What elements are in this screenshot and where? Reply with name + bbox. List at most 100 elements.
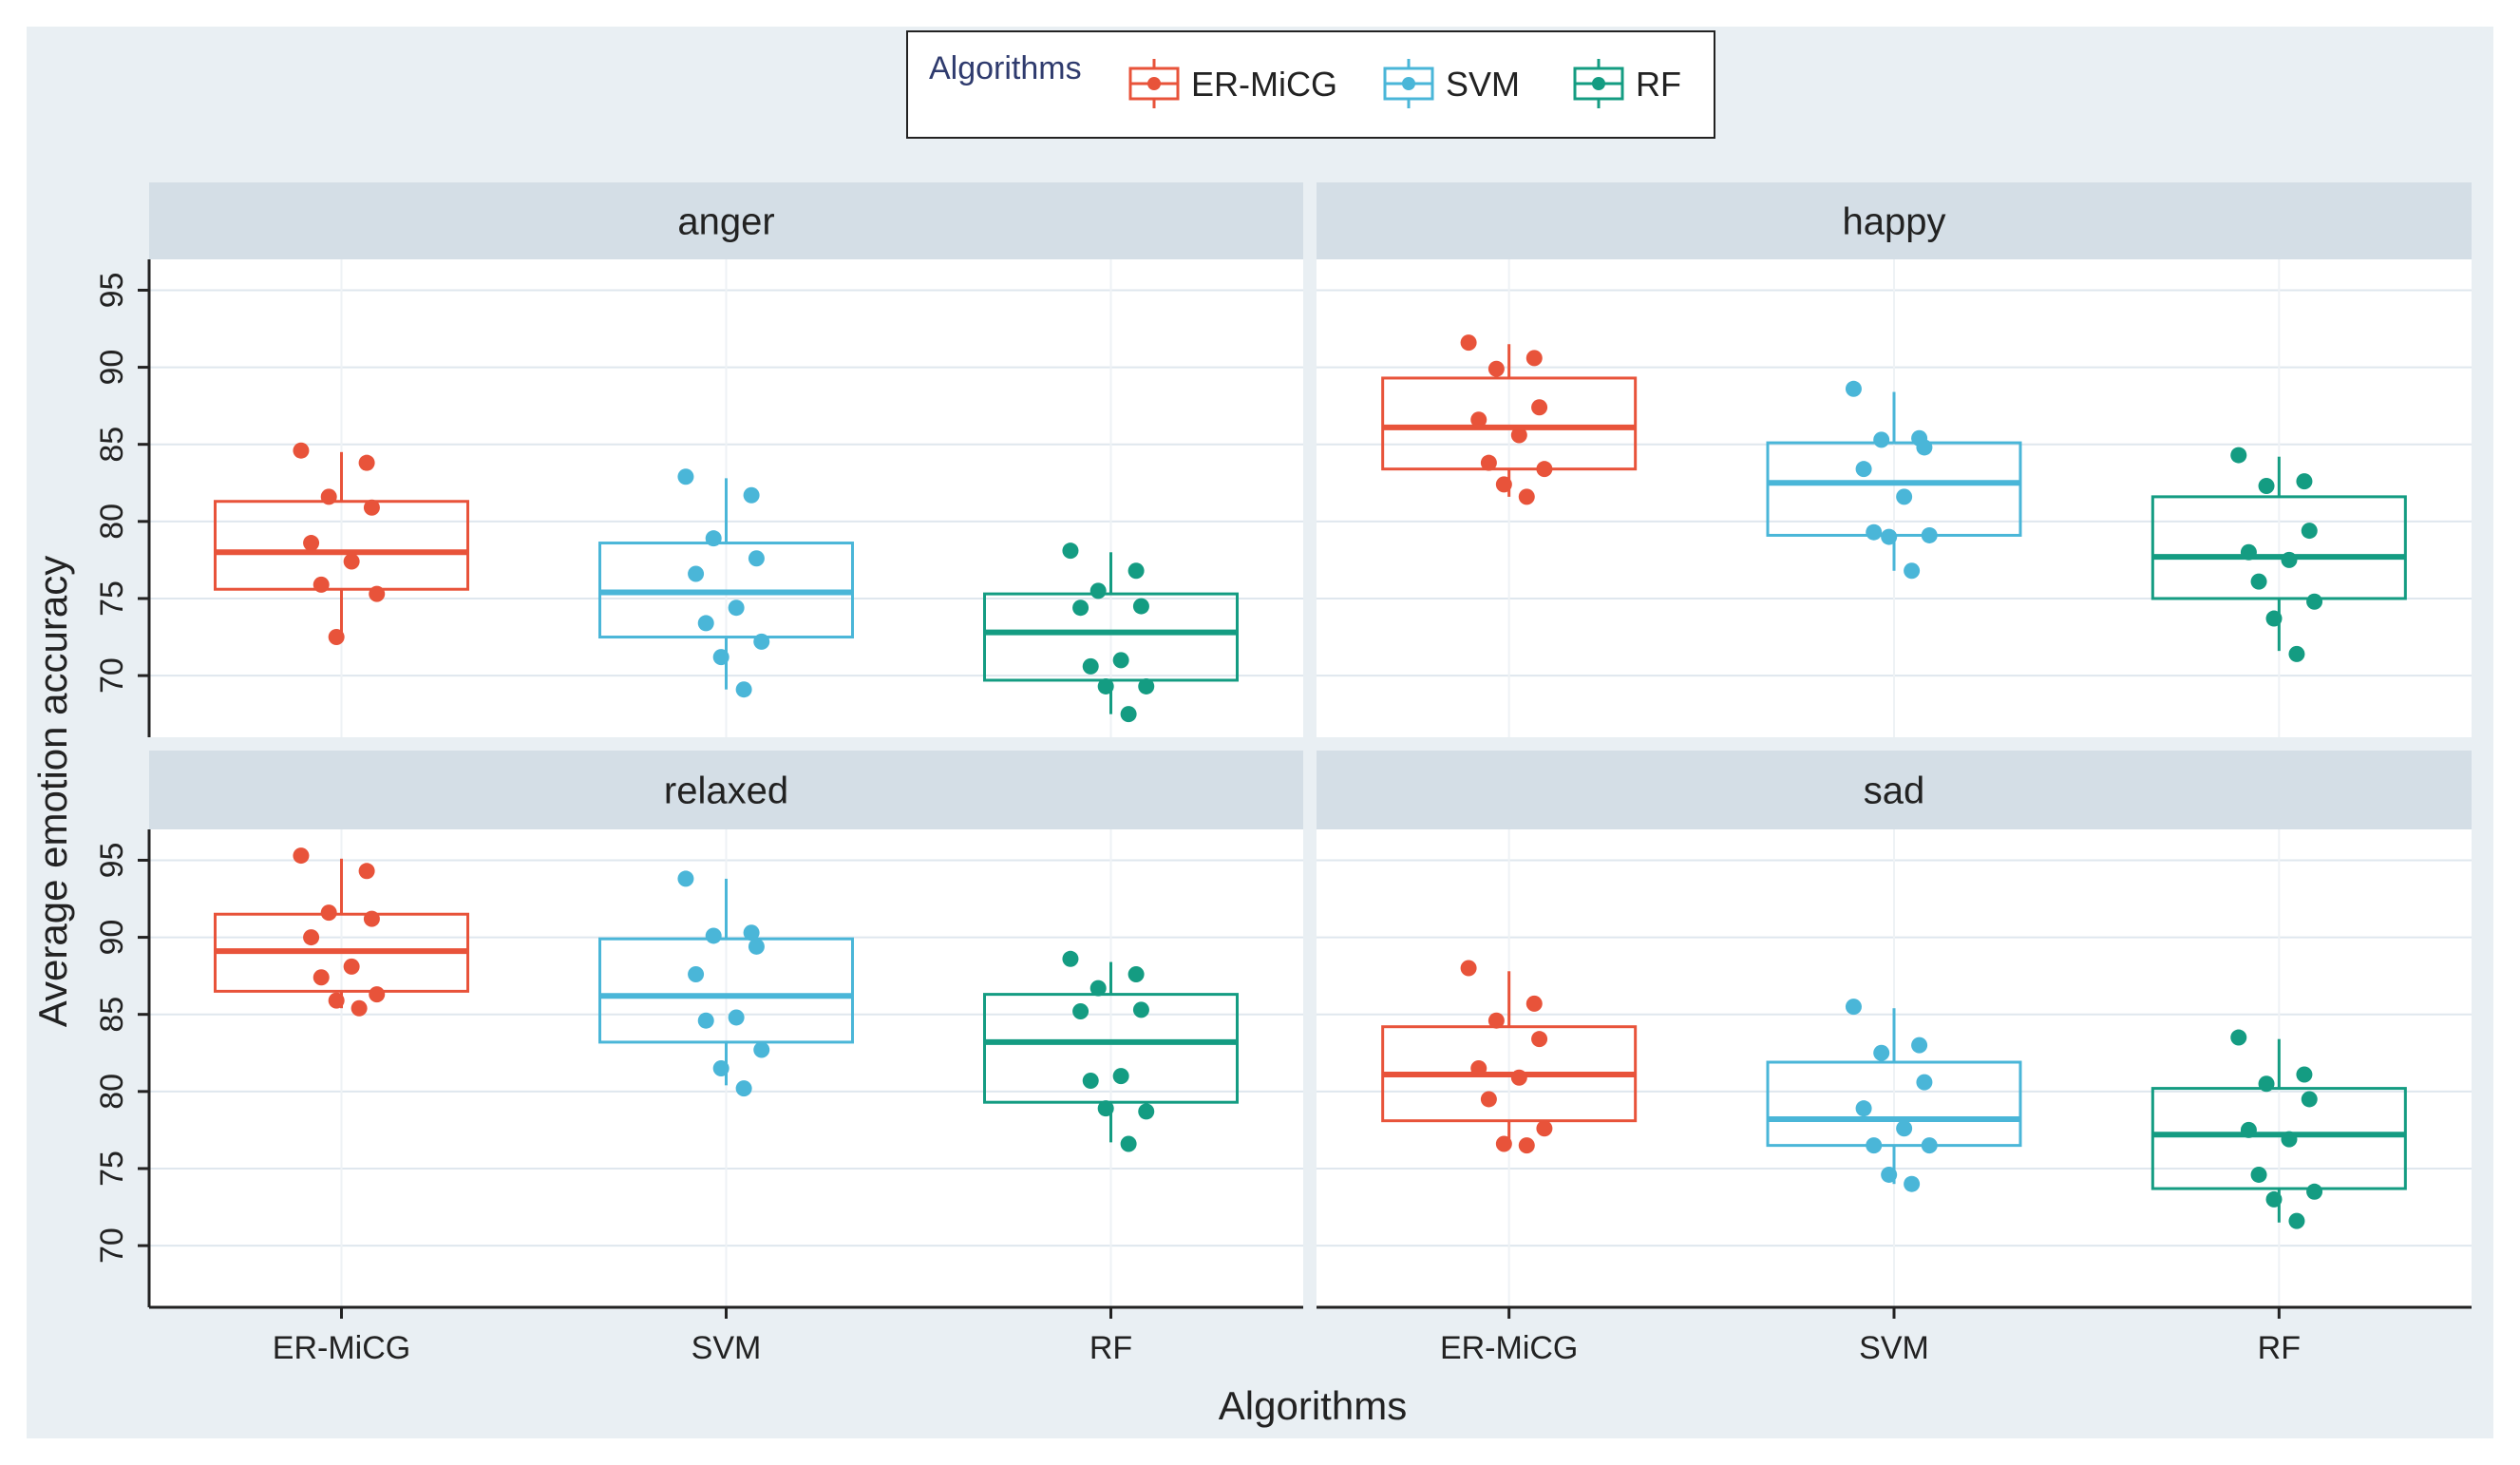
legend-entries: ER-MiCG SVM RF [1128,59,1681,108]
panel-strip-label: anger [677,201,774,243]
panel-anger: anger [149,182,1303,737]
data-point [303,929,320,946]
panel-strip-label: sad [1864,771,1925,812]
data-point [735,681,752,698]
y-tick-label: 75 [94,580,130,617]
data-point [1138,677,1155,694]
x-tick-label: ER-MiCG [273,1330,410,1366]
data-point [697,615,714,632]
data-point [1132,598,1149,615]
y-tick-label: 85 [94,427,130,463]
data-point [748,550,765,567]
data-point [1127,562,1145,580]
legend-label: SVM [1446,65,1520,104]
y-tick-label: 95 [94,273,130,309]
data-point [2288,645,2305,662]
legend-key-point [1592,77,1605,90]
x-tick-label: SVM [1859,1330,1929,1366]
data-point [1866,1137,1883,1154]
data-point [1916,1074,1933,1091]
data-point [1881,1166,1898,1183]
data-point [1518,1137,1535,1154]
box-SVM [1766,999,2022,1192]
data-point [1487,360,1505,377]
data-point [688,565,705,582]
data-point [2306,1183,2323,1200]
legend-label: RF [1636,65,1681,104]
data-point [728,599,745,617]
data-point [2265,1190,2283,1208]
data-point [1855,1100,1872,1117]
data-point [1089,980,1107,997]
y-tick-label: 80 [94,1074,130,1110]
data-point [358,863,375,880]
y-tick-label: 90 [94,350,130,386]
legend-entry-SVM: SVM [1383,59,1520,108]
data-point [1873,431,1890,448]
box-iqr [2151,1087,2407,1190]
data-point [1881,528,1898,545]
data-point [1531,399,1548,416]
y-tick-label: 95 [94,843,130,879]
data-point [2265,610,2283,627]
data-point [1480,1091,1497,1108]
data-point [712,1060,729,1076]
data-point [1132,1001,1149,1018]
data-point [363,910,380,927]
data-point [1112,1068,1129,1085]
data-point [1072,599,1089,617]
data-point [369,585,386,602]
data-point [313,576,330,593]
data-point [728,1009,745,1026]
data-point [1855,461,1872,478]
data-point [2306,593,2323,610]
data-point [1896,488,1913,505]
legend-entry-RF: RF [1573,59,1681,108]
data-point [753,1041,770,1058]
legend-key-point [1402,77,1415,90]
data-point [293,847,310,865]
data-point [1845,999,1862,1016]
data-point [1138,1103,1155,1120]
data-point [2281,551,2298,568]
data-point [2296,473,2313,490]
y-tick-label: 90 [94,920,130,956]
box-SVM [1766,380,2022,580]
legend-entry-ER-MiCG: ER-MiCG [1128,59,1337,108]
panel-strip [149,751,1303,829]
data-point [1531,1031,1548,1048]
panel-relaxed: relaxed [149,751,1303,1307]
data-point [1921,526,1938,543]
data-point [1097,1100,1114,1117]
data-point [328,629,345,646]
box-iqr [1381,376,1638,471]
data-point [2258,1075,2275,1093]
x-axis-title: Algorithms [1219,1383,1407,1428]
data-point [1518,488,1535,505]
legend: Algorithms ER-MiCG SVM RF [906,30,1715,139]
data-point [1127,966,1145,983]
y-tick-label: 70 [94,657,130,694]
data-point [743,486,760,504]
data-point [1460,334,1477,352]
data-point [712,649,729,666]
data-point [1120,1135,1137,1152]
y-tick-label: 75 [94,1151,130,1187]
data-point [677,870,694,887]
data-point [1072,1002,1089,1019]
data-point [2281,1131,2298,1148]
box-RF [2151,1029,2407,1229]
data-point [1896,1120,1913,1137]
box-ER-MiCG [1381,334,1638,505]
data-point [1873,1044,1890,1061]
data-point [1089,582,1107,599]
box-iqr [1766,1060,2022,1148]
data-point [748,938,765,955]
data-point [328,992,345,1009]
data-point [1536,461,1553,478]
data-point [1460,960,1477,977]
panel-strip [1317,182,2472,259]
box-ER-MiCG [214,847,469,1017]
x-tick-label: RF [2258,1330,2301,1366]
